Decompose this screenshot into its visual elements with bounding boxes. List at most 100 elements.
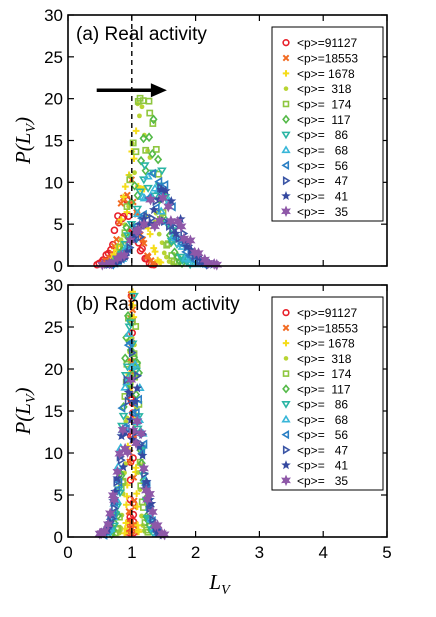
legend-marker <box>282 308 290 317</box>
legend-marker <box>282 176 291 186</box>
legend-marker <box>281 191 291 200</box>
data-point <box>126 242 135 253</box>
y-tick-label: 20 <box>44 90 63 109</box>
data-point <box>165 215 177 227</box>
data-point <box>130 155 138 162</box>
data-point <box>119 477 127 485</box>
x-tick-label: 2 <box>191 543 200 562</box>
data-point <box>154 214 165 227</box>
data-point <box>166 196 177 206</box>
data-point <box>149 114 158 125</box>
x-tick-label: 5 <box>382 543 391 562</box>
data-point <box>123 328 134 337</box>
data-point <box>170 247 179 258</box>
data-point <box>150 244 158 252</box>
data-point <box>135 470 141 475</box>
data-point <box>193 247 204 260</box>
legend-label: <p>= 56 <box>297 428 348 442</box>
legend-marker <box>281 401 291 409</box>
legend-label: <p>= 86 <box>297 128 348 142</box>
legend-marker <box>282 54 290 62</box>
data-point <box>163 241 171 249</box>
data-point <box>133 490 141 498</box>
data-point <box>157 167 167 176</box>
data-point <box>130 359 141 368</box>
legend-marker <box>281 414 291 423</box>
series-12 <box>94 373 170 541</box>
data-point <box>142 146 150 154</box>
y-tick-label: 15 <box>44 402 63 421</box>
data-point <box>120 193 127 201</box>
data-point <box>133 503 141 511</box>
data-point <box>148 149 157 159</box>
data-point <box>113 235 121 243</box>
data-point <box>164 254 169 260</box>
data-point <box>170 228 181 238</box>
legend-label: <p>= 56 <box>297 159 348 173</box>
data-point <box>134 441 145 451</box>
y-tick-label: 5 <box>54 215 63 234</box>
data-point <box>141 476 152 486</box>
data-point <box>118 462 129 472</box>
data-point <box>145 132 154 143</box>
legend-marker <box>282 384 290 394</box>
data-point <box>156 184 167 194</box>
data-point <box>176 220 187 233</box>
data-point <box>145 193 156 206</box>
x-axis-label: LV <box>208 570 231 598</box>
y-tick-label: 25 <box>44 48 63 67</box>
legend: <p>=91127<p>=18553<p>= 1678<p>= 318<p>= … <box>271 296 384 491</box>
data-point <box>112 465 123 478</box>
data-point <box>140 504 147 511</box>
data-point <box>125 414 136 425</box>
data-point <box>186 244 196 255</box>
data-point <box>109 493 120 506</box>
legend-label: <p>= 318 <box>297 82 352 96</box>
y-tick-label: 30 <box>44 276 63 295</box>
data-point <box>148 213 157 224</box>
panel-a: 0 5 10 15 20 25 30 P(LV) (a) Real activity <p>=91… <box>11 6 388 276</box>
y-tick-label: 25 <box>44 318 63 337</box>
y-axis-label-sub: V <box>24 393 39 403</box>
data-point <box>147 505 158 518</box>
data-point <box>122 232 133 241</box>
legend-marker <box>282 39 290 47</box>
data-point <box>132 127 140 135</box>
legend-marker <box>281 145 291 154</box>
legend-label: <p>=18553 <box>297 52 358 66</box>
y-tick-label: 10 <box>44 173 63 192</box>
data-point <box>178 232 190 245</box>
legend-marker <box>283 356 289 361</box>
data-point <box>132 383 143 393</box>
data-point <box>154 176 163 187</box>
data-point <box>135 528 143 536</box>
legend-label: <p>= 41 <box>297 190 348 204</box>
data-point <box>185 234 196 247</box>
legend-marker <box>282 370 290 377</box>
legend-marker <box>282 339 290 347</box>
legend-label: <p>=91127 <box>297 36 358 50</box>
legend-label: <p>= 86 <box>297 398 348 412</box>
data-point <box>124 396 133 407</box>
data-point <box>110 226 119 235</box>
data-point <box>116 430 127 441</box>
legend-label: <p>= 174 <box>297 98 352 112</box>
legend-marker <box>282 114 290 125</box>
data-point <box>141 165 150 176</box>
data-point <box>137 113 142 119</box>
data-point <box>140 239 148 247</box>
y-axis-label: P(LV) <box>11 117 39 165</box>
legend-label: <p>= 117 <box>297 382 351 396</box>
data-point <box>121 353 130 364</box>
data-point <box>132 205 143 214</box>
data-point <box>141 469 150 479</box>
legend-label: <p>= 41 <box>297 459 348 473</box>
data-point <box>112 472 123 483</box>
data-point <box>145 218 156 228</box>
series-12 <box>97 191 223 271</box>
data-point <box>129 139 137 147</box>
data-point <box>159 240 165 246</box>
data-point <box>155 170 162 178</box>
data-point <box>117 455 126 465</box>
